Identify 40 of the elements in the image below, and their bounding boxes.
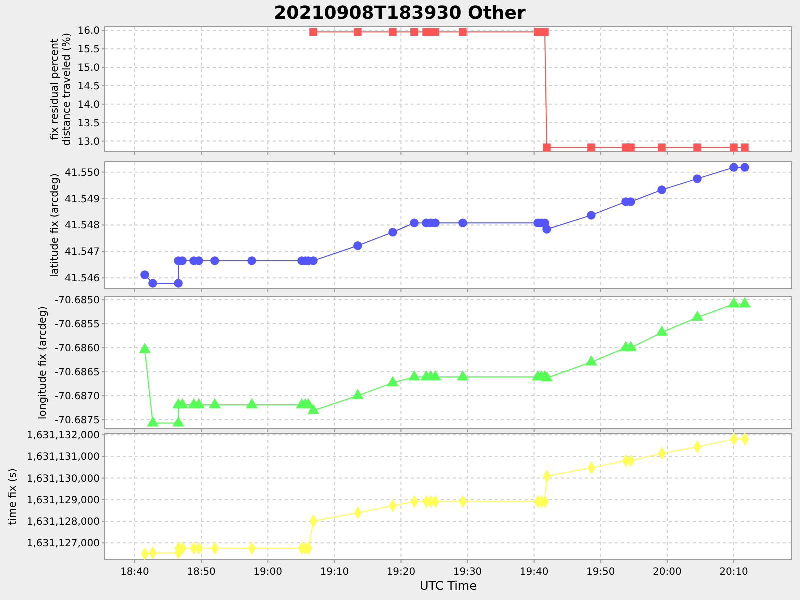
y-tick-label: -70.6875 [55,415,100,426]
y-tick-label: 1,631,128,000 [26,517,100,528]
x-tick-label: 20:00 [653,567,682,578]
y-axis-title: longitude fix (arcdeg) [37,306,49,420]
x-tick-label: 19:10 [320,567,350,578]
y-tick-label: -70.6860 [55,343,100,354]
y-axis-title: latitude fix (arcdeg) [49,173,61,278]
x-tick-label: 20:10 [720,567,748,578]
y-tick-label: -70.6870 [55,391,100,402]
x-axis-title: UTC Time [420,579,477,593]
y-tick-label: 41.548 [65,220,100,232]
y-tick-label: 14.5 [78,81,100,92]
y-tick-label: 41.550 [65,168,100,179]
y-tick-label: 1,631,127,000 [26,538,100,550]
x-tick-label: 19:50 [586,567,616,578]
y-tick-label: 16.0 [78,26,100,38]
y-tick-label: 41.546 [65,274,100,285]
y-tick-label: 15.0 [78,63,100,74]
y-tick-label: 41.547 [65,247,100,258]
y-tick-label: 15.5 [78,44,100,56]
x-tick-label: 19:20 [386,567,416,578]
y-tick-label: 1,631,131,000 [26,452,100,464]
chart-title: 20210908T183930 Other [274,3,526,24]
x-tick-label: 19:00 [254,567,283,578]
y-tick-label: -70.6855 [55,319,100,330]
y-axis-title: time fix (s) [7,468,19,526]
y-tick-label: 13.0 [78,136,100,148]
y-tick-label: 1,631,132,000 [26,430,100,442]
x-tick-label: 18:50 [187,567,216,578]
y-tick-label: 1,631,129,000 [26,495,100,506]
y-tick-label: 1,631,130,000 [26,474,100,485]
y-tick-label: 13.5 [78,118,100,130]
x-tick-label: 19:40 [520,567,549,578]
y-tick-label: 41.549 [65,194,100,206]
y-axis-title: fix residual percent distance traveled (%) [49,33,73,146]
y-tick-label: -70.6850 [55,295,100,306]
x-tick-label: 18:40 [120,567,150,578]
y-tick-label: -70.6865 [55,367,100,378]
y-tick-label: 14.0 [78,100,100,111]
x-tick-label: 19:30 [453,567,482,578]
